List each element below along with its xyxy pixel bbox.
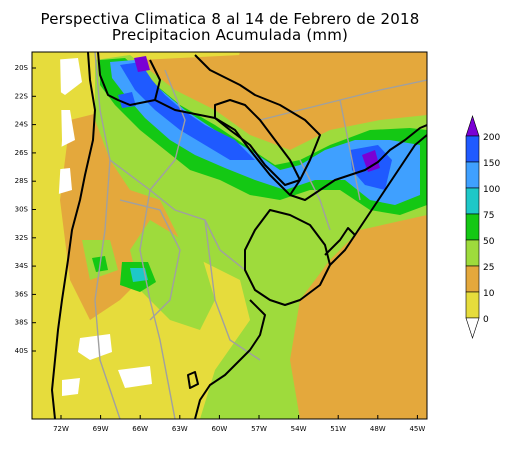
latitude-tick-label: 22S [15,92,29,100]
legend-label: 25 [483,263,494,273]
latitude-tick-label: 34S [15,262,29,270]
legend-color-swatch [465,135,480,163]
map-subtitle: Precipitacion Acumulada (mm) [111,26,349,44]
longitude-tick-label: 51W [330,425,346,433]
legend-label: 0 [483,315,489,325]
legend-label: 100 [483,185,500,195]
legend-label: 200 [483,133,500,143]
longitude-tick-label: 72W [53,425,69,433]
legend-top-arrow [465,115,480,137]
white-patch-south-1 [78,334,112,360]
legend-label: 75 [483,211,494,221]
latitude-tick-label: 26S [15,149,29,157]
legend-label: 50 [483,237,495,247]
legend-label: 10 [483,289,495,299]
purple-spot-north [134,56,150,72]
blue-band [120,62,255,160]
longitude-tick-label: 69W [93,425,109,433]
longitude-tick-label: 54W [291,425,307,433]
white-patch-south-2 [118,366,152,388]
legend-color-swatch [465,291,480,319]
coastlines [51,52,427,419]
legend-label: 150 [483,159,500,169]
lightgreen-zone-south [130,220,215,330]
longitude-tick-label: 48W [370,425,386,433]
longitude-tick-label: 63W [172,425,188,433]
legend-color-swatch [465,265,480,293]
legend-color-swatch [465,187,480,215]
latitude-tick-label: 38S [15,319,29,327]
legend-color-swatch [465,161,480,189]
legend-color-swatch [465,239,480,267]
purple-spot-east [362,150,380,172]
legend-color-swatch [465,213,480,241]
longitude-axis: 72W 69W 66W 63W 60W 57W 54W 51W 48W 45W [53,415,425,433]
white-patch-south-3 [62,378,80,396]
cyan-band [110,60,420,205]
latitude-tick-label: 20S [15,64,29,72]
latitude-tick-label: 30S [15,206,29,214]
latitude-tick-label: 24S [15,121,29,129]
longitude-tick-label: 45W [409,425,425,433]
latitude-tick-label: 32S [15,234,29,242]
map-title: Perspectiva Climatica 8 al 14 de Febrero… [40,10,420,28]
longitude-tick-label: 66W [132,425,148,433]
pacific-strip [32,52,62,419]
latitude-tick-label: 40S [15,347,29,355]
latitude-tick-label: 36S [15,290,29,298]
longitude-tick-label: 57W [251,425,267,433]
country-borders [94,52,427,419]
legend-bottom-arrow [465,317,480,339]
cyan-spot-southwest [130,268,148,282]
latitude-tick-label: 28S [15,177,29,185]
latitude-axis: 20S 22S 24S 26S 28S 30S 32S 34S 36S 38S 40S [15,64,36,355]
longitude-tick-label: 60W [211,425,227,433]
